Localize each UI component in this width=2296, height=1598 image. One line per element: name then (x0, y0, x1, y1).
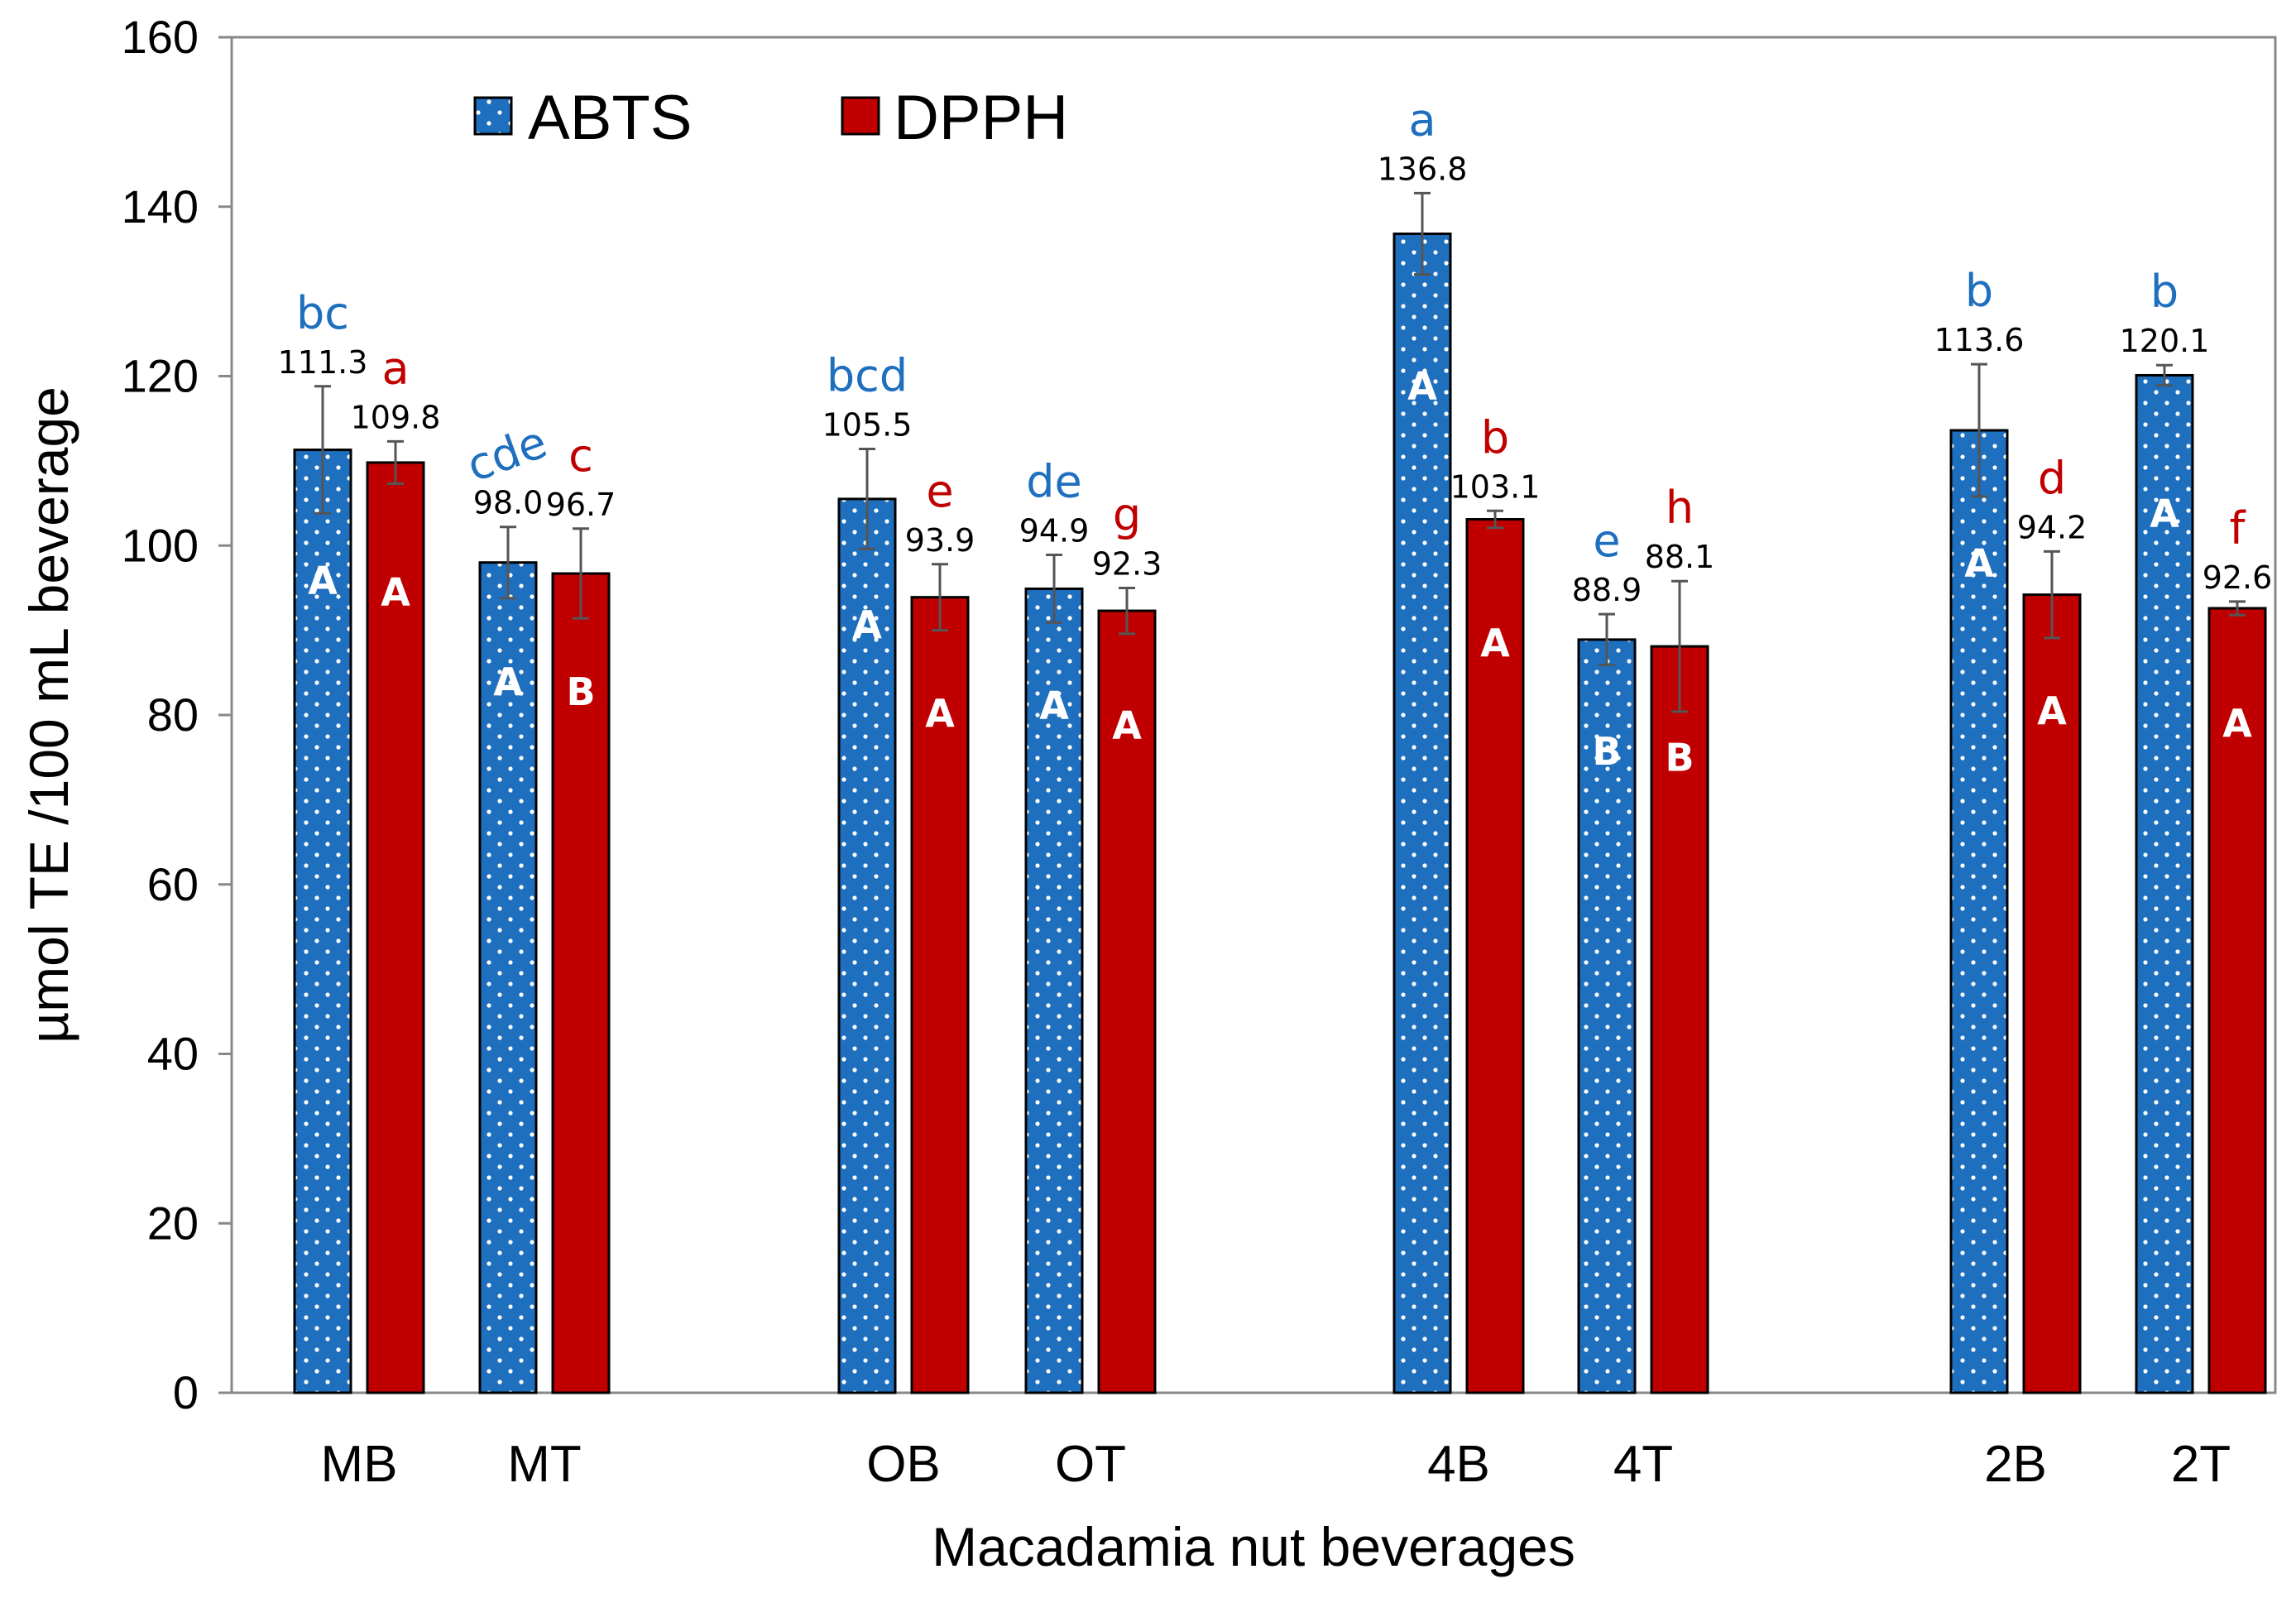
value-label: 88.9 (1572, 572, 1642, 608)
y-tick-label: 160 (122, 11, 199, 63)
significance-letter: e (1593, 515, 1620, 567)
inbar-letter: A (308, 559, 338, 603)
value-label: 105.5 (822, 407, 913, 444)
value-label: 96.7 (546, 487, 616, 523)
x-axis-title: Macadamia nut beverages (932, 1516, 1575, 1577)
bar-abts-2t (2135, 373, 2194, 1394)
y-tick-label: 80 (147, 689, 199, 741)
inbar-letter: A (925, 691, 955, 736)
x-tick-label: OB (866, 1436, 941, 1493)
x-axis: MB MT OB OT 4B 4T 2B 2T (321, 1436, 2231, 1493)
inbar-letter: A (1964, 540, 1994, 585)
y-axis-title: µmol TE /100 mL beverage (18, 386, 79, 1044)
significance-letter: g (1113, 488, 1141, 540)
value-label: 94.9 (1019, 513, 1090, 549)
significance-letter: e (926, 465, 953, 517)
x-tick-label: MB (321, 1436, 398, 1493)
significance-letter: d (2038, 452, 2066, 504)
inbar-letter: A (1480, 621, 1510, 665)
inbar-letter: A (381, 569, 410, 614)
y-tick-label: 100 (122, 519, 199, 571)
bar-dpph-mt (551, 572, 611, 1394)
legend-swatch-dpph (841, 96, 880, 136)
significance-letter: bc (296, 287, 349, 339)
y-tick-label: 120 (122, 350, 199, 402)
significance-letter: h (1666, 482, 1694, 534)
value-label: 136.8 (1378, 151, 1468, 187)
bar-dpph-4b (1465, 518, 1525, 1394)
significance-letter: b (1481, 411, 1509, 463)
significance-letter: c (568, 429, 593, 482)
bar-abts-4b (1392, 233, 1452, 1394)
y-tick-label: 0 (173, 1366, 199, 1418)
inbar-letter: B (1665, 735, 1694, 780)
bar-abts-mb (293, 449, 352, 1394)
inbar-letter: A (493, 660, 523, 704)
bar-dpph-ob (910, 596, 970, 1394)
inbar-letter: B (1592, 729, 1621, 774)
significance-letter: b (1965, 265, 1993, 317)
x-tick-label: 2B (1984, 1436, 2047, 1493)
inbar-letter: B (566, 669, 595, 714)
bar-abts-2b (1949, 429, 2009, 1394)
legend-label-dpph: DPPH (894, 83, 1068, 153)
value-label: 98.0 (473, 485, 544, 521)
legend-label-abts: ABTS (528, 83, 693, 153)
inbar-letter: A (2037, 689, 2067, 733)
value-label: 120.1 (2120, 323, 2210, 359)
bar-dpph-4t (1650, 645, 1709, 1394)
value-label: 113.6 (1934, 322, 2025, 358)
legend-swatch-abts (473, 96, 513, 136)
significance-letter: de (1026, 456, 1082, 508)
inbar-letter: A (2222, 701, 2252, 746)
y-tick-label: 40 (147, 1028, 199, 1080)
inbar-letter: A (2150, 491, 2179, 535)
x-tick-label: 4B (1427, 1436, 1490, 1493)
bar-abts-ot (1024, 587, 1084, 1394)
bar-dpph-mb (366, 461, 425, 1394)
significance-letter: a (1408, 94, 1436, 146)
significance-letter: f (2229, 502, 2246, 554)
y-tick-label: 140 (122, 180, 199, 233)
x-tick-label: 4T (1613, 1436, 1673, 1493)
legend: ABTS DPPH (473, 83, 1068, 153)
value-label: 111.3 (278, 344, 368, 381)
inbar-letter: A (852, 602, 882, 647)
value-label: 103.1 (1450, 468, 1541, 505)
y-tick-label: 60 (147, 858, 199, 910)
value-label: 92.6 (2203, 559, 2273, 596)
value-label: 109.8 (351, 399, 441, 435)
significance-letter: a (381, 342, 409, 394)
value-label: 94.2 (2017, 509, 2087, 545)
value-label: 93.9 (905, 522, 975, 559)
x-tick-label: 2T (2171, 1436, 2231, 1493)
inbar-letter: A (1407, 364, 1437, 409)
inbar-letter: A (1112, 703, 1142, 748)
bar-dpph-2b (2022, 593, 2082, 1394)
bars (293, 233, 2267, 1394)
inbar-letter: A (1039, 684, 1069, 728)
x-tick-label: OT (1055, 1436, 1126, 1493)
significance-letter: bcd (827, 350, 908, 402)
value-label: 88.1 (1645, 539, 1715, 575)
y-axis: 0 20 40 60 80 100 120 140 160 (122, 11, 232, 1418)
value-label: 92.3 (1092, 545, 1162, 582)
significance-letter: cde (460, 415, 554, 492)
x-tick-label: MT (507, 1436, 582, 1493)
significance-letter: b (2150, 266, 2179, 318)
bar-abts-ob (837, 497, 897, 1394)
y-tick-label: 20 (147, 1197, 199, 1249)
